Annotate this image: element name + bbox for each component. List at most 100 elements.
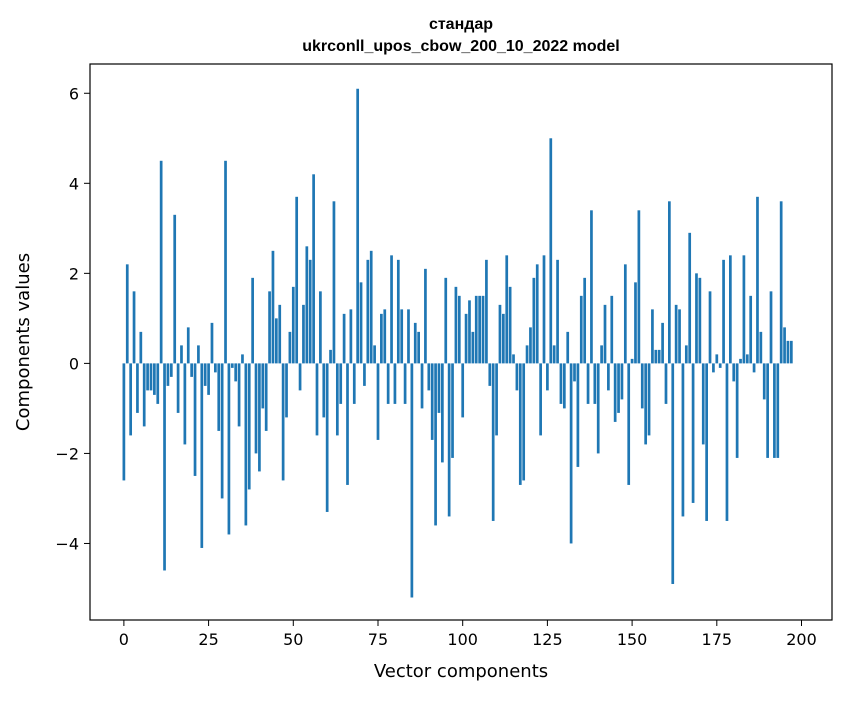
bar-component-31 [228,363,231,534]
bar-component-95 [444,278,447,364]
bar-component-195 [783,327,786,363]
bar-component-52 [299,363,302,390]
bar-component-148 [624,264,627,363]
bar-component-118 [522,363,525,480]
bar-component-30 [224,161,227,364]
bar-component-43 [268,291,271,363]
bar-component-157 [654,350,657,364]
bar-component-194 [780,201,783,363]
bar-component-67 [350,309,353,363]
chart-title-line-2: ukrconll_upos_cbow_200_10_2022 model [302,38,619,55]
bar-component-110 [495,363,498,435]
bar-component-96 [448,363,451,516]
bar-component-121 [532,278,535,364]
bar-component-114 [509,287,512,364]
bar-component-113 [505,255,508,363]
bar-component-115 [512,354,515,363]
bar-component-160 [665,363,668,404]
bar-component-142 [604,305,607,364]
bar-component-171 [702,363,705,444]
x-axis-label: Vector components [374,661,548,682]
bar-component-4 [136,363,139,413]
bar-component-39 [255,363,258,453]
bar-component-162 [671,363,674,584]
bar-component-78 [387,363,390,404]
bar-component-138 [590,210,593,363]
bar-component-93 [438,363,441,413]
bar-component-22 [197,345,200,363]
bar-component-37 [248,363,251,489]
bar-component-81 [397,260,400,364]
bar-component-129 [560,363,563,404]
bar-component-137 [587,363,590,404]
bar-component-117 [519,363,522,485]
bar-component-23 [200,363,203,548]
bar-component-136 [583,278,586,364]
x-tick-label: 25 [198,630,218,649]
bar-component-100 [461,363,464,417]
y-tick-label: 0 [69,354,79,373]
bar-component-91 [431,363,434,440]
bar-component-122 [536,264,539,363]
bar-component-132 [570,363,573,543]
bar-component-42 [265,363,268,431]
bar-component-178 [726,363,729,521]
y-tick-label: −2 [55,444,79,463]
bar-component-26 [211,323,214,364]
x-tick-label: 125 [532,630,563,649]
y-axis-label: Components values [13,253,34,431]
bar-component-71 [363,363,366,386]
bar-component-11 [160,161,163,364]
bar-component-183 [743,255,746,363]
bar-component-14 [170,363,173,377]
bar-component-104 [475,296,478,364]
bar-component-127 [553,345,556,363]
bar-component-13 [167,363,170,386]
bar-component-108 [488,363,491,386]
bar-component-155 [648,363,651,435]
bar-component-174 [712,363,715,372]
bar-component-177 [722,260,725,364]
bar-component-80 [394,363,397,404]
bar-component-170 [699,278,702,364]
bar-component-105 [478,296,481,364]
bar-component-126 [549,138,552,363]
bar-component-35 [241,354,244,363]
x-tick-label: 175 [702,630,733,649]
bar-component-58 [319,291,322,363]
bar-component-193 [776,363,779,458]
bar-component-192 [773,363,776,458]
bar-component-54 [305,246,308,363]
bar-component-6 [143,363,146,426]
bar-component-153 [641,363,644,408]
bar-component-64 [339,363,342,404]
x-tick-label: 100 [447,630,478,649]
x-tick-label: 150 [617,630,648,649]
bar-component-50 [292,287,295,364]
bar-component-89 [424,269,427,364]
bar-component-161 [668,201,671,363]
bar-component-116 [516,363,519,390]
y-tick-label: 4 [69,174,79,193]
bar-component-159 [661,323,664,364]
bar-component-120 [529,327,532,363]
bar-component-179 [729,255,732,363]
bar-component-1 [126,264,129,363]
y-tick-label: 6 [69,84,79,103]
bar-component-51 [295,197,298,364]
bar-component-99 [458,296,461,364]
bar-component-10 [156,363,159,404]
bar-component-7 [146,363,149,390]
bar-component-146 [617,363,620,413]
bar-component-65 [343,314,346,364]
bar-component-175 [715,354,718,363]
bar-component-45 [275,318,278,363]
bar-component-12 [163,363,166,570]
bar-component-87 [417,332,420,364]
bar-component-163 [675,305,678,364]
bar-component-180 [732,363,735,381]
bar-component-150 [631,359,634,364]
